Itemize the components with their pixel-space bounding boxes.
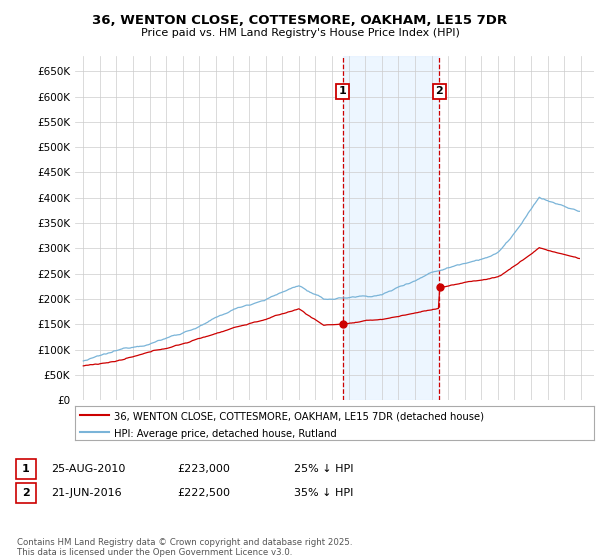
Text: 36, WENTON CLOSE, COTTESMORE, OAKHAM, LE15 7DR (detached house): 36, WENTON CLOSE, COTTESMORE, OAKHAM, LE…	[114, 412, 484, 422]
Text: 21-JUN-2016: 21-JUN-2016	[51, 488, 122, 498]
Text: 36, WENTON CLOSE, COTTESMORE, OAKHAM, LE15 7DR: 36, WENTON CLOSE, COTTESMORE, OAKHAM, LE…	[92, 14, 508, 27]
Text: 25% ↓ HPI: 25% ↓ HPI	[294, 464, 353, 474]
Text: 1: 1	[22, 464, 29, 474]
Text: Price paid vs. HM Land Registry's House Price Index (HPI): Price paid vs. HM Land Registry's House …	[140, 28, 460, 38]
Bar	[343, 56, 439, 400]
Text: 1: 1	[339, 86, 347, 96]
Text: 2: 2	[22, 488, 29, 498]
Text: 35% ↓ HPI: 35% ↓ HPI	[294, 488, 353, 498]
Text: 2: 2	[436, 86, 443, 96]
Text: HPI: Average price, detached house, Rutland: HPI: Average price, detached house, Rutl…	[114, 428, 337, 438]
Text: 25-AUG-2010: 25-AUG-2010	[51, 464, 125, 474]
Text: £223,000: £223,000	[177, 464, 230, 474]
Text: £222,500: £222,500	[177, 488, 230, 498]
Text: Contains HM Land Registry data © Crown copyright and database right 2025.
This d: Contains HM Land Registry data © Crown c…	[17, 538, 352, 557]
